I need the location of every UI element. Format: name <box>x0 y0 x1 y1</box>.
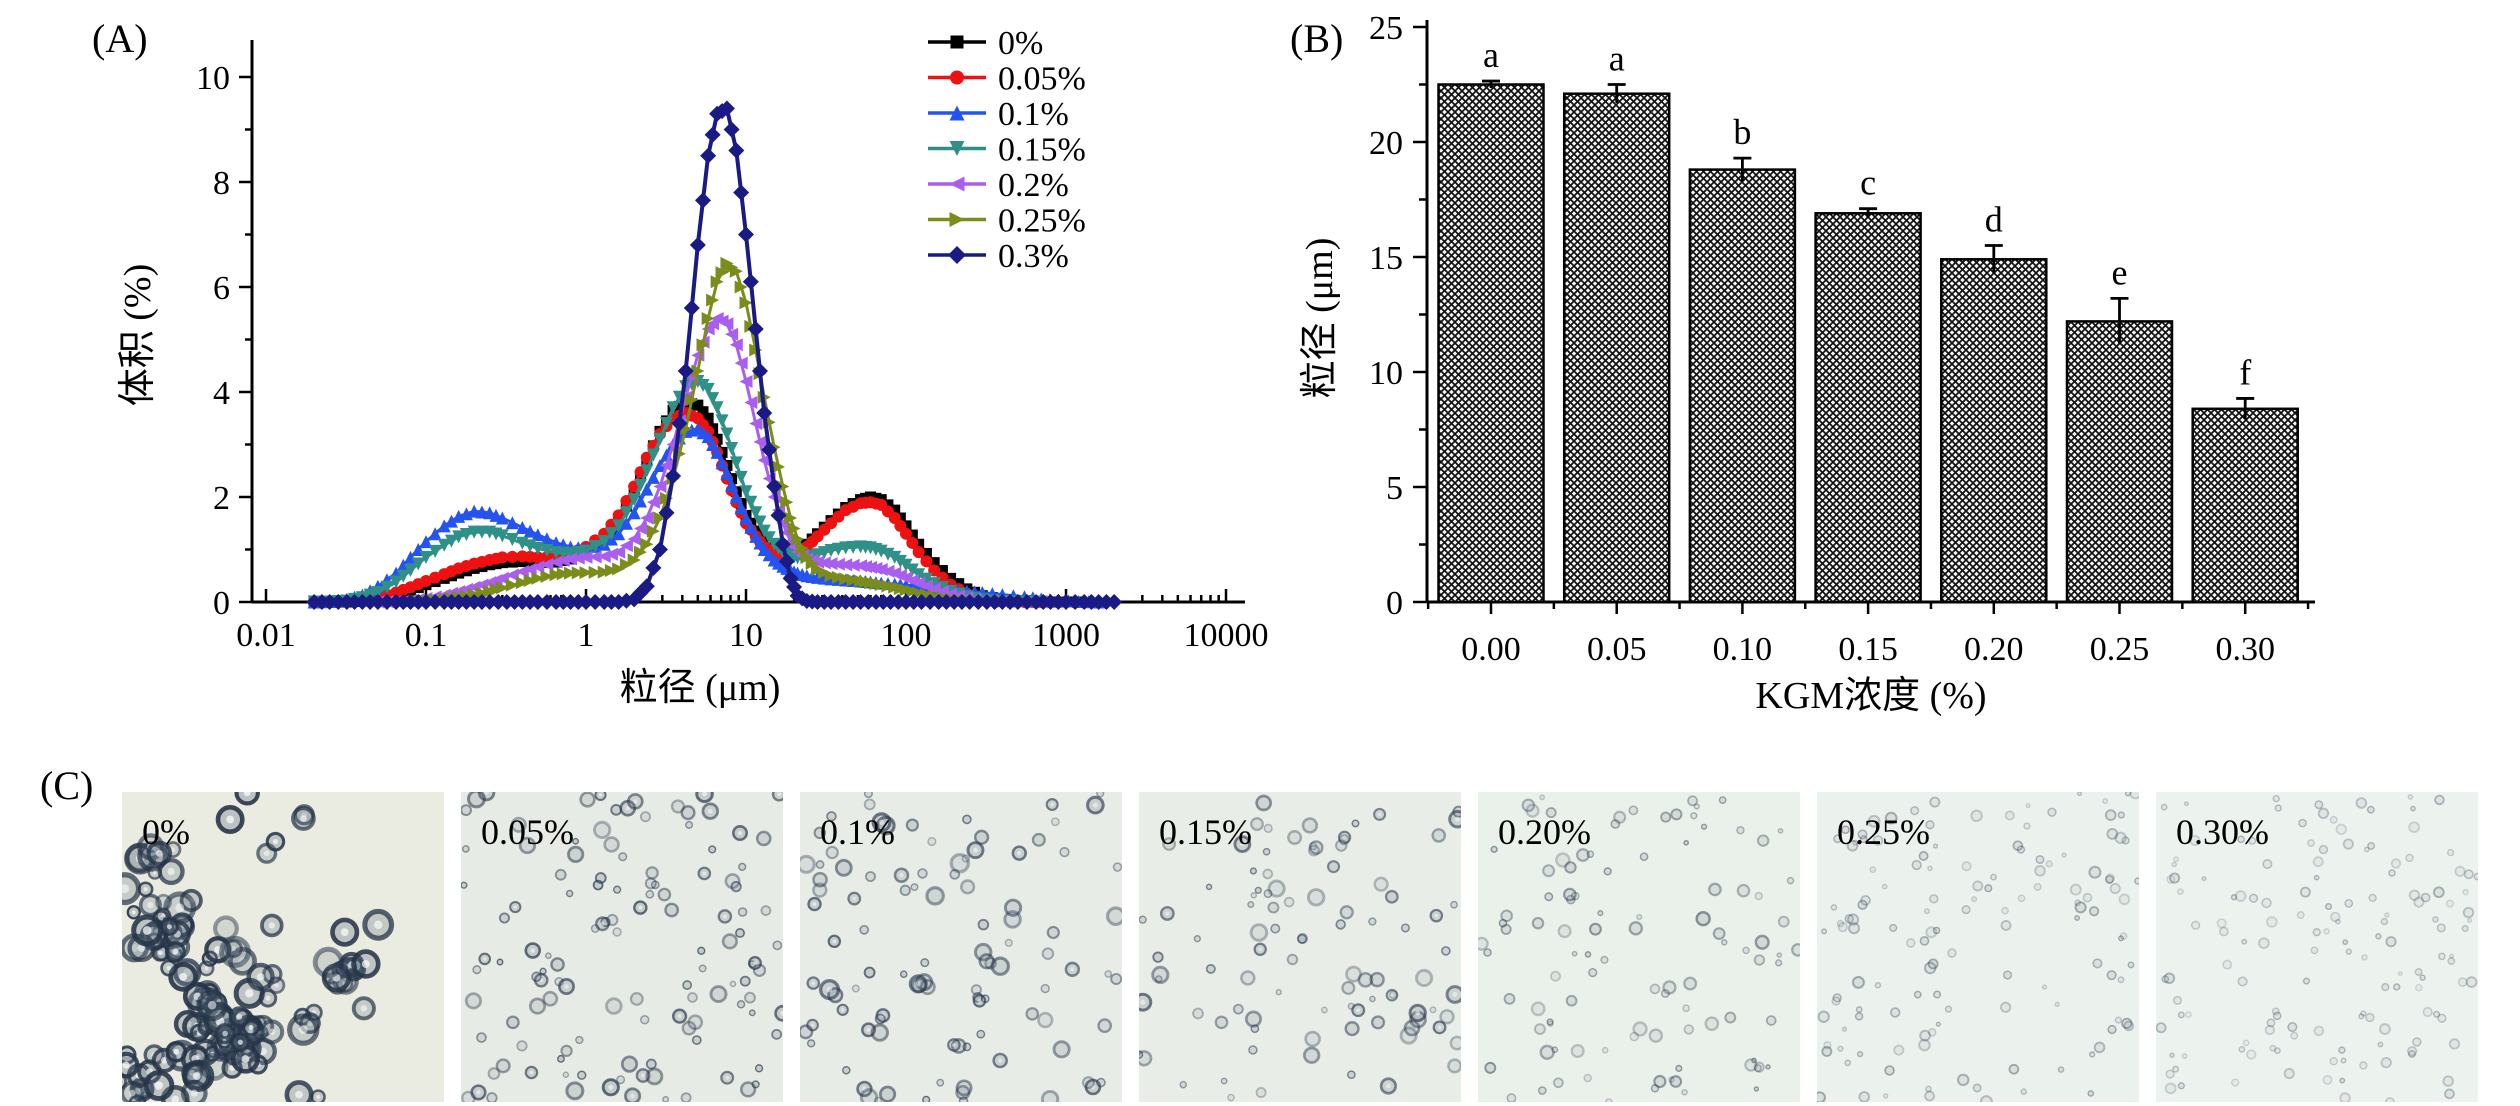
x-tick-label: 0.30 <box>2215 631 2275 668</box>
micrograph-0%: 0% <box>122 792 444 1102</box>
ticks <box>1413 25 2310 614</box>
error-bar <box>1859 207 1878 218</box>
bar-0.15: c <box>1814 163 1922 604</box>
droplets <box>461 792 783 1102</box>
x-axis-label: KGM浓度 (%) <box>1755 675 1986 717</box>
legend-item-0.25%: 0.25% <box>928 203 1086 240</box>
legend-label: 0.25% <box>998 203 1086 240</box>
y-axis-label: 体积 (%) <box>117 264 159 406</box>
bar-0.10: b <box>1688 112 1797 604</box>
micrograph-0.20%: 0.20% <box>1478 792 1800 1102</box>
legend-label: 0.05% <box>998 61 1086 98</box>
y-tick-label: 0 <box>1386 585 1403 622</box>
legend-label: 0.1% <box>998 96 1069 133</box>
y-tick-label: 8 <box>213 165 230 202</box>
micrograph-0.30%: 0.30% <box>2156 792 2478 1102</box>
x-tick-label: 0.00 <box>1461 631 1521 668</box>
y-tick-label: 10 <box>196 60 230 97</box>
legend-label: 0.2% <box>998 167 1069 204</box>
x-tick-label: 0.01 <box>236 617 296 654</box>
droplets <box>1139 794 1461 1102</box>
y-tick-label: 15 <box>1369 240 1403 277</box>
legend-item-0.15%: 0.15% <box>928 132 1086 169</box>
error-bar <box>1733 156 1752 182</box>
legend: 0%0.05%0.1%0.15%0.2%0.25%0.3% <box>928 25 1086 275</box>
y-tick-label: 4 <box>213 375 230 412</box>
micrograph-label: 0% <box>142 812 190 852</box>
legend-label: 0% <box>998 25 1043 62</box>
droplets <box>122 792 395 1102</box>
micrograph-label: 0.15% <box>1159 812 1252 852</box>
x-tick-label: 10000 <box>1184 617 1269 654</box>
micrograph-0.05%: 0.05% <box>461 792 783 1102</box>
micrograph-label: 0.20% <box>1498 812 1591 852</box>
bar-0.00: a <box>1437 35 1545 604</box>
error-bar <box>1607 83 1626 103</box>
x-axis-label: 粒径 (μm) <box>620 667 781 709</box>
legend-label: 0.15% <box>998 132 1086 169</box>
bar-0.25: e <box>2065 252 2174 604</box>
micrograph-label: 0.25% <box>1837 812 1930 852</box>
y-axis-label: 粒径 (μm) <box>1299 238 1341 399</box>
legend-label: 0.3% <box>998 238 1069 275</box>
panel-c-label: (C) <box>40 763 94 808</box>
legend-item-0.2%: 0.2% <box>928 167 1069 204</box>
sig-letter: f <box>2239 352 2251 392</box>
droplets <box>800 792 1122 1102</box>
x-tick-label: 0.10 <box>1713 631 1773 668</box>
y-tick-label: 6 <box>213 270 230 307</box>
droplets <box>1817 792 2139 1102</box>
bar-0.30: f <box>2191 352 2299 604</box>
legend-item-0.3%: 0.3% <box>928 238 1069 275</box>
micrograph-label: 0.05% <box>481 812 574 852</box>
error-bar <box>1482 79 1500 88</box>
y-tick-label: 20 <box>1369 125 1403 162</box>
bar-0.05: a <box>1562 39 1671 604</box>
y-tick-label: 10 <box>1369 355 1403 392</box>
error-bar <box>2110 296 2129 345</box>
micrograph-label: 0.30% <box>2176 812 2269 852</box>
y-tick-label: 25 <box>1369 10 1403 47</box>
x-tick-label: 0.1 <box>405 617 448 654</box>
x-tick-label: 0.15 <box>1838 631 1898 668</box>
legend-item-0.1%: 0.1% <box>928 96 1069 133</box>
panel-a-line-chart: 0.01 0.1 1 10 100 1000 10000 0 2 4 6 8 10 粒径 (μm) 体积 (… <box>92 16 1269 709</box>
sig-letter: c <box>1860 163 1876 203</box>
sig-letter: a <box>1609 39 1625 79</box>
panel-a-title: (A) <box>92 16 148 61</box>
x-tick-label: 10 <box>729 617 763 654</box>
micrograph-label: 0.1% <box>820 812 895 852</box>
bar-0.20: d <box>1940 200 2048 604</box>
y-tick-label: 0 <box>213 585 230 622</box>
series-0.3% <box>306 100 1123 610</box>
sig-letter: e <box>2112 252 2128 292</box>
y-tick-label: 5 <box>1386 470 1403 507</box>
droplets <box>2156 794 2478 1102</box>
micrograph-0.25%: 0.25% <box>1817 792 2139 1102</box>
micrograph-0.1%: 0.1% <box>800 792 1122 1102</box>
error-bar <box>2236 397 2255 420</box>
sig-letter: a <box>1483 35 1499 75</box>
error-bar <box>1984 244 2003 274</box>
x-tick-label: 0.20 <box>1964 631 2024 668</box>
x-tick-label: 0.05 <box>1587 631 1647 668</box>
x-tick-label: 100 <box>881 617 932 654</box>
droplets <box>1478 794 1800 1102</box>
legend-item-0%: 0% <box>928 25 1043 62</box>
x-tick-label: 0.25 <box>2090 631 2150 668</box>
y-tick-label: 2 <box>213 480 230 517</box>
micrograph-0.15%: 0.15% <box>1139 792 1461 1102</box>
x-tick-label: 1 <box>578 617 595 654</box>
sig-letter: b <box>1733 112 1751 152</box>
sig-letter: d <box>1985 200 2003 240</box>
x-tick-label: 1000 <box>1032 617 1100 654</box>
legend-item-0.05%: 0.05% <box>928 61 1086 98</box>
panel-b-bar-chart: 0 5 10 15 20 25 0.00 0.05 0.10 0.15 0.20 0.25 0.30 a a… <box>1290 10 2315 717</box>
panel-b-title: (B) <box>1290 16 1343 61</box>
